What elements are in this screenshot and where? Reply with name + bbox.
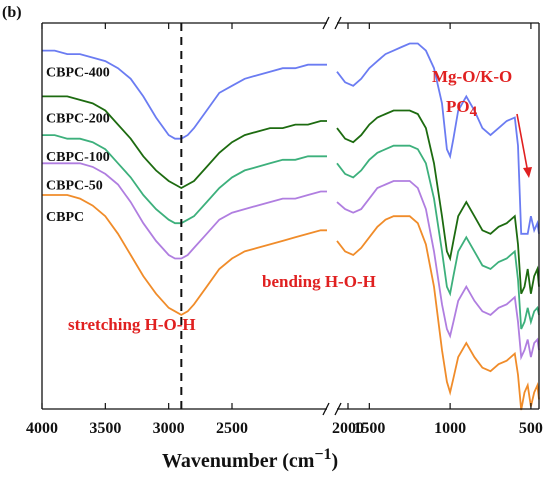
annotation-bending: bending H-O-H <box>262 272 376 291</box>
series-line-cbpc-200-segment-2 <box>336 109 540 295</box>
x-tick-label: 2000 <box>332 420 364 437</box>
series-line-cbpc-400 <box>42 49 327 140</box>
annotation-po4-subscript: 4 <box>470 104 478 120</box>
x-tick-label: 1500 <box>353 420 385 437</box>
series-line-cbpc-100 <box>42 134 327 225</box>
annotation-po4: PO4 <box>446 97 478 120</box>
series-line-cbpc <box>42 194 327 316</box>
x-axis-title-close: ) <box>332 450 339 472</box>
axis-break-mark-bottom <box>334 402 342 416</box>
annotation-mgo-ko: Mg-O/K-O <box>432 67 512 86</box>
axis-break-mark-top <box>334 16 342 30</box>
x-axis-title-superscript: −1 <box>314 446 331 463</box>
annotation-stretching: stretching H-O-H <box>68 315 196 334</box>
series-line-cbpc-segment-2 <box>336 215 540 411</box>
x-tick-label: 3000 <box>153 420 185 437</box>
series-line-cbpc-50 <box>42 162 327 260</box>
series-labels: CBPC-400 CBPC-200 CBPC-100 CBPC-50 CBPC <box>46 66 110 225</box>
x-tick-label: 500 <box>519 420 543 437</box>
series-label-cbpc-100: CBPC-100 <box>46 150 110 165</box>
series-line-cbpc-200 <box>42 95 327 190</box>
x-tick-label: 3500 <box>89 420 121 437</box>
x-tick-label: 4000 <box>26 420 58 437</box>
x-tick-label: 2500 <box>216 420 248 437</box>
axis-break-mark-top <box>322 16 330 30</box>
series-label-cbpc-50: CBPC-50 <box>46 178 103 193</box>
axis-break-mark-bottom <box>322 402 330 416</box>
x-axis-title: Wavenumber (cm−1) <box>162 446 338 472</box>
series-label-cbpc: CBPC <box>46 210 84 225</box>
panel-label: (b) <box>2 4 22 21</box>
x-tick-label: 1000 <box>434 420 466 437</box>
series-line-cbpc-100-segment-2 <box>336 144 540 330</box>
series-label-cbpc-400: CBPC-400 <box>46 66 110 81</box>
series-layer <box>42 42 540 411</box>
series-line-cbpc-400-segment-2 <box>336 42 540 235</box>
annotation-arrowhead <box>523 167 532 178</box>
series-label-cbpc-200: CBPC-200 <box>46 111 110 126</box>
annotation-arrow <box>516 113 529 174</box>
series-line-cbpc-50-segment-2 <box>336 180 540 361</box>
